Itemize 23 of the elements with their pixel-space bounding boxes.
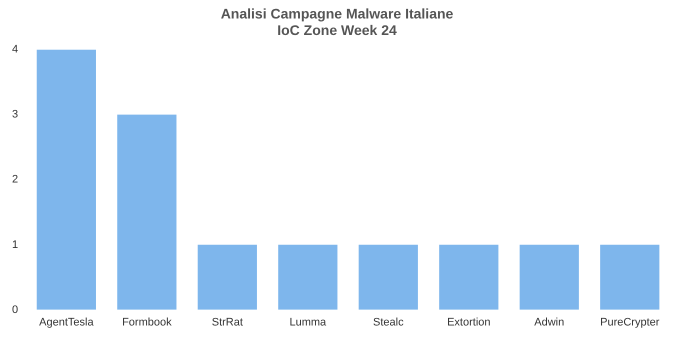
- x-tick-label: PureCrypter: [600, 316, 660, 328]
- x-tick-label: Stealc: [373, 316, 404, 328]
- bar: [600, 244, 660, 310]
- text: IoC Zone Week 24: [277, 22, 397, 38]
- bar: [36, 50, 96, 310]
- x-tick-label: Extortion: [447, 316, 490, 328]
- x-tick-label: Formbook: [122, 316, 172, 328]
- y-tick-label: 3: [12, 108, 18, 121]
- x-tick-label: Adwin: [534, 316, 564, 328]
- y-tick-label: 2: [12, 174, 18, 186]
- bar: [520, 244, 579, 310]
- bar: [117, 114, 176, 310]
- x-tick-label: Lumma: [289, 316, 328, 328]
- bar: [198, 244, 257, 310]
- bar: [439, 244, 498, 310]
- y-tick-label: 1: [12, 238, 18, 251]
- y-tick-label: 4: [12, 44, 18, 56]
- text: Analisi Campagne Malware Italiane: [220, 5, 454, 22]
- x-tick-label: AgentTesla: [39, 316, 94, 328]
- y-tick-label: 0: [12, 304, 18, 316]
- bar: [278, 244, 338, 310]
- bar: [358, 244, 418, 310]
- x-tick-label: StrRat: [212, 316, 243, 328]
